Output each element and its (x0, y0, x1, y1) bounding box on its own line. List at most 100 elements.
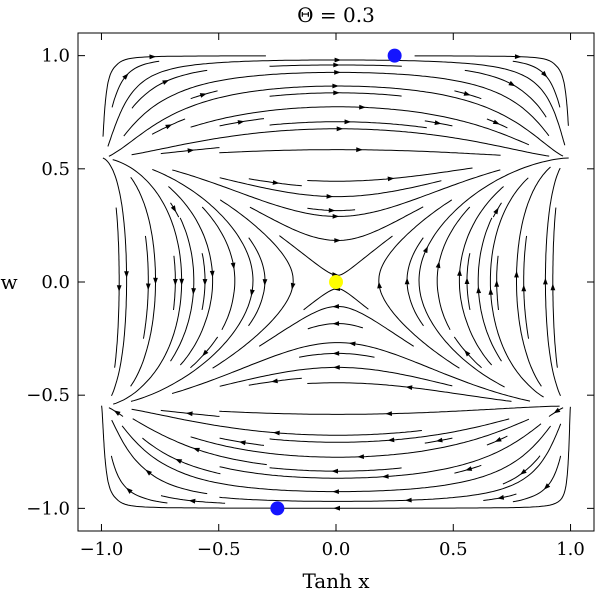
stream-arrowhead (357, 454, 364, 459)
stream-arrowhead (435, 261, 441, 269)
data-point (387, 48, 402, 63)
chart-title: Θ = 0.3 (297, 3, 375, 27)
streamline (102, 157, 128, 397)
stream-arrowhead (520, 468, 527, 475)
streamline (170, 217, 195, 362)
stream-arrowhead (290, 282, 296, 290)
stream-arrowhead (262, 279, 268, 286)
streamline (132, 418, 267, 466)
stream-arrowhead (550, 283, 556, 291)
stream-arrowhead (514, 270, 519, 278)
streamline (219, 366, 453, 387)
stream-arrowhead (543, 483, 551, 490)
data-point (329, 275, 343, 289)
streamline (131, 69, 208, 109)
stream-arrowhead (271, 378, 278, 384)
stream-arrowhead (124, 271, 129, 278)
stream-arrowhead (272, 180, 280, 185)
streamline (464, 69, 547, 118)
stream-arrowhead (382, 474, 389, 479)
stream-arrowhead (185, 411, 193, 417)
x-tick-label: −0.5 (197, 539, 241, 560)
stream-arrowhead (273, 430, 280, 436)
stream-arrowhead (348, 341, 356, 347)
x-tick-label: −1.0 (80, 539, 124, 560)
stream-arrowhead (187, 148, 195, 154)
stream-arrowhead (377, 281, 382, 289)
stream-arrowhead (191, 288, 197, 295)
x-tick-label: 0.0 (322, 539, 351, 560)
stream-arrowhead (405, 497, 412, 503)
stream-arrowhead (514, 54, 522, 59)
stream-arrowhead (238, 440, 246, 446)
streamline (477, 217, 502, 362)
stream-arrowhead (202, 279, 208, 286)
stream-arrowhead (333, 62, 340, 68)
stream-arrowhead (113, 410, 121, 416)
streamline (130, 177, 156, 387)
stream-arrowhead (387, 437, 395, 443)
stream-arrowhead (521, 284, 527, 292)
stream-arrowhead (497, 494, 505, 500)
stream-arrowhead (385, 411, 392, 416)
stream-arrowhead (153, 277, 158, 285)
stream-arrowhead (333, 90, 340, 96)
stream-arrowhead (333, 505, 340, 511)
stream-arrowhead (331, 468, 338, 474)
streamline (123, 71, 550, 137)
stream-arrowhead (332, 351, 340, 356)
stream-arrowhead (508, 80, 516, 87)
stream-arrowhead (405, 385, 413, 390)
stream-arrowhead (463, 91, 471, 96)
stream-arrowhead (328, 208, 336, 213)
y-tick-label: 0.5 (41, 159, 70, 180)
streamline (258, 305, 414, 347)
y-axis-label: w (0, 270, 17, 294)
stream-arrowhead (494, 280, 500, 287)
x-tick-label: 0.5 (439, 539, 468, 560)
streamline (248, 237, 266, 327)
stream-arrowhead (230, 262, 236, 270)
stream-arrowhead (326, 194, 334, 199)
streamline (102, 55, 266, 137)
streamline (406, 237, 424, 327)
stream-arrowhead (488, 288, 494, 295)
y-tick-label: 1.0 (41, 46, 70, 67)
streamline (269, 418, 510, 443)
stream-arrowhead (541, 70, 548, 78)
stream-arrowhead (192, 447, 200, 453)
stream-arrowhead (165, 124, 173, 130)
streamline (190, 418, 530, 458)
streamlines (101, 54, 571, 511)
stream-arrowhead (434, 120, 442, 125)
stream-arrowhead (356, 147, 363, 153)
stream-arrowhead (553, 407, 561, 414)
streamline (112, 159, 183, 405)
streamline (512, 455, 562, 503)
stream-arrowhead (126, 487, 133, 494)
streamline (171, 342, 531, 402)
stream-arrowhead (162, 80, 170, 85)
stream-arrowhead (170, 205, 177, 213)
stream-arrowhead (334, 238, 341, 243)
stream-arrowhead (494, 437, 502, 442)
stream-arrowhead (149, 54, 157, 60)
data-points (270, 48, 402, 516)
stream-arrowhead (457, 269, 462, 276)
stream-arrowhead (465, 466, 473, 471)
stream-arrowhead (250, 289, 255, 297)
axis-ticks: −1.0 −0.5 0.0 0.5 1.0 −1.0 −0.5 0.0 0.5 1.0 (26, 33, 594, 560)
stream-arrowhead (332, 321, 340, 326)
stream-arrowhead (116, 285, 122, 292)
stream-arrowhead (122, 73, 129, 80)
stream-arrowhead (209, 270, 215, 278)
stream-arrowhead (333, 365, 340, 370)
stream-arrowhead (332, 83, 339, 89)
x-tick-label: 1.0 (556, 539, 585, 560)
stream-arrowhead (145, 283, 151, 291)
stream-arrowhead (476, 286, 482, 294)
stream-arrowhead (173, 279, 178, 286)
stream-arrowhead (464, 350, 471, 357)
streamline (131, 128, 550, 157)
stream-arrowhead (435, 437, 443, 443)
